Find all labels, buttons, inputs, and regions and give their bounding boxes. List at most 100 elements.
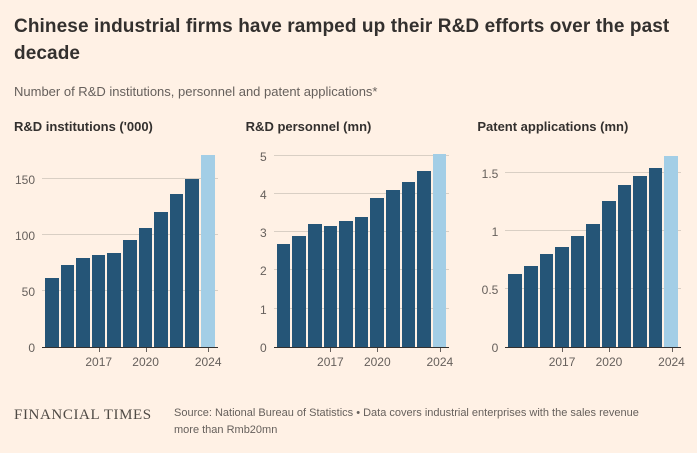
y-axis-label: 4 [259,187,267,202]
page-subtitle: Number of R&D institutions, personnel an… [14,83,378,99]
x-tick-label: 2024 [658,354,685,369]
y-axis-label: 150 [14,173,35,188]
bar [307,224,322,347]
x-axis: 2017 2020 2024 [42,347,222,374]
x-tick-label: 2024 [426,354,454,369]
x-tick-mark [671,347,673,352]
footer: FINANCIAL TIMES Source: National Bureau … [14,405,681,439]
y-axis-label: 2 [259,264,267,279]
x-tick-mark [377,347,379,352]
x-tick-label: 2020 [595,354,623,369]
gridline [42,178,218,180]
bar [508,274,522,347]
y-axis-label: 1.5 [481,167,499,182]
x-tick-mark [439,347,441,352]
source-text: Source: National Bureau of Statistics • … [174,405,639,439]
x-tick-mark [608,347,610,352]
x-tick-label: 2017 [317,354,344,369]
bars-group [45,148,215,347]
y-axis-label: 5 [259,149,267,164]
bar [432,153,447,347]
plot-column: 2017 2020 2024 [273,148,454,374]
bar [169,193,184,347]
x-tick-label: 2020 [132,354,159,369]
y-axis-label: 50 [21,285,35,300]
bar [339,220,353,347]
plot-area [505,148,682,348]
charts-row: R&D institutions ('000) 0 50 100 150 2017 20… [14,118,685,374]
chart-title: R&D institutions ('000) [14,118,153,134]
x-axis: 2017 2020 2024 [505,347,685,374]
x-tick-label: 2024 [194,354,222,369]
y-axis: 0 0.5 1 1.5 [477,148,505,354]
y-axis-label: 100 [14,229,35,244]
bar [60,265,75,347]
bar [539,254,554,347]
bar [523,265,538,347]
y-axis-label: 0 [491,340,499,355]
chart-title: Patent applications (mn) [477,118,629,134]
bar [586,224,600,347]
x-tick-mark [330,347,332,352]
bars-group [508,148,679,347]
bar [555,247,569,347]
chart-panel-institutions: R&D institutions ('000) 0 50 100 150 2017 20… [14,118,222,374]
bar [91,255,106,347]
bar [107,253,122,347]
page-title: Chinese industrial firms have ramped up … [14,16,670,64]
financial-times-logo: FINANCIAL TIMES [14,406,152,423]
x-tick-mark [562,347,564,352]
bar [385,190,400,347]
bar [648,167,663,347]
gridline [42,234,218,236]
bar [664,156,679,347]
chart-panel-patents: Patent applications (mn) 0 0.5 1 1.5 2017 20… [477,118,685,374]
source-line-2: more than Rmb20mn [174,423,278,436]
y-axis-label: 0.5 [481,283,499,298]
bar [185,179,200,347]
plot-area [273,148,450,348]
bar [354,216,369,347]
bar [617,184,632,347]
gridline [273,154,450,156]
x-tick-mark [98,347,100,352]
y-axis: 0 50 100 150 [14,148,42,354]
bar [323,226,338,347]
y-axis-label: 0 [28,340,35,355]
bar [370,197,384,347]
chart-title: R&D personnel (mn) [245,118,372,134]
x-tick-label: 2020 [363,354,391,369]
bar [276,243,291,347]
bar [123,239,137,347]
plot-area [42,148,218,348]
x-tick-label: 2017 [85,354,113,369]
y-axis: 0 1 2 3 4 5 [246,148,274,354]
bars-group [276,148,447,347]
gridline [505,172,682,174]
y-axis-label: 3 [259,226,267,241]
x-tick-mark [145,347,147,352]
bar [292,235,306,347]
y-axis-label: 1 [259,302,267,317]
gridline [273,192,450,194]
source-line-1: Source: National Bureau of Statistics • … [174,406,639,419]
plot-row: 0 0.5 1 1.5 2017 2020 2024 [477,148,685,374]
plot-row: 0 1 2 3 4 5 2017 2020 2024 [246,148,454,374]
bar [417,170,431,347]
bar [45,277,59,347]
bar [570,235,585,347]
chart-panel-personnel: R&D personnel (mn) 0 1 2 3 4 5 2017 2020 2024 [245,118,454,374]
bar [602,201,616,347]
bar [76,257,90,347]
bar [633,175,647,347]
y-axis-label: 0 [259,340,267,355]
x-tick-mark [208,347,210,352]
plot-column: 2017 2020 2024 [505,148,685,374]
x-axis: 2017 2020 2024 [274,347,454,374]
y-axis-label: 1 [491,225,499,240]
x-tick-label: 2017 [548,354,576,369]
plot-row: 0 50 100 150 2017 2020 2024 [14,148,222,374]
bar [154,211,168,347]
plot-column: 2017 2020 2024 [42,148,222,374]
